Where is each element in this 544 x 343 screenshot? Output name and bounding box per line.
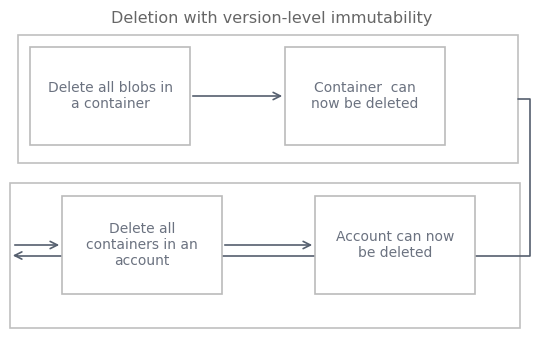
- FancyBboxPatch shape: [285, 47, 445, 145]
- Text: Account can now
be deleted: Account can now be deleted: [336, 230, 454, 260]
- FancyBboxPatch shape: [62, 196, 222, 294]
- FancyBboxPatch shape: [315, 196, 475, 294]
- FancyBboxPatch shape: [18, 35, 518, 163]
- FancyBboxPatch shape: [10, 183, 520, 328]
- FancyBboxPatch shape: [30, 47, 190, 145]
- Text: Delete all
containers in an
account: Delete all containers in an account: [86, 222, 198, 268]
- Text: Deletion with version-level immutability: Deletion with version-level immutability: [112, 11, 432, 25]
- Text: Delete all blobs in
a container: Delete all blobs in a container: [47, 81, 172, 111]
- Text: Container  can
now be deleted: Container can now be deleted: [311, 81, 419, 111]
